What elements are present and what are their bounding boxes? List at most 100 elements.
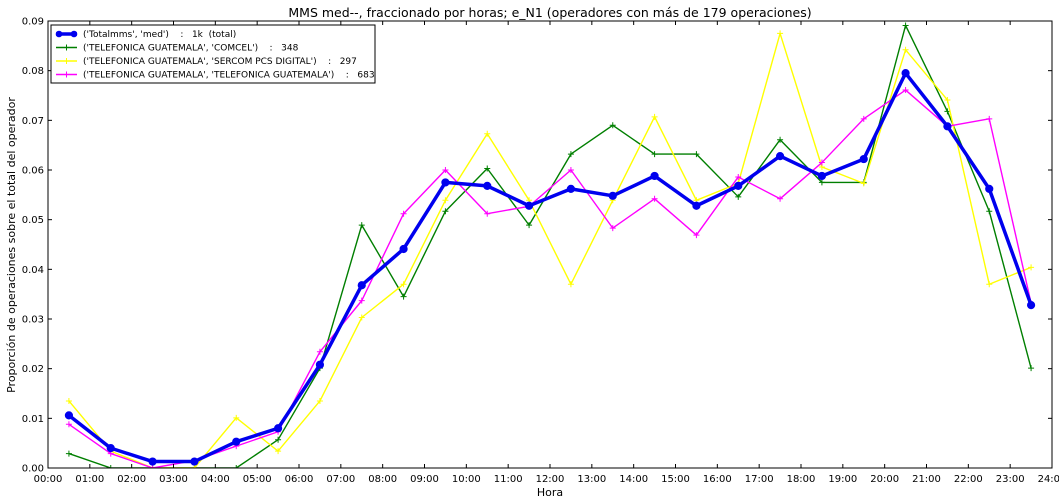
x-tick-label: 18:00 xyxy=(787,474,816,485)
data-point xyxy=(943,122,952,131)
series-2 xyxy=(65,30,1035,468)
data-point xyxy=(64,411,74,420)
legend-label: ('TELEFONICA GUATEMALA', 'TELEFONICA GUA… xyxy=(83,71,375,81)
series-line xyxy=(68,89,1032,468)
data-point xyxy=(902,46,909,53)
x-tick-label: 20:00 xyxy=(870,474,899,485)
data-point xyxy=(986,115,993,122)
x-tick-label: 21:00 xyxy=(912,474,941,485)
data-point xyxy=(358,297,365,304)
data-point xyxy=(567,167,574,173)
x-tick-label: 13:00 xyxy=(577,474,606,485)
data-point xyxy=(442,167,449,173)
data-point xyxy=(693,151,700,158)
data-point xyxy=(316,397,323,404)
data-point xyxy=(566,184,576,193)
x-tick-label: 10:00 xyxy=(452,474,481,485)
x-tick-label: 03:00 xyxy=(159,474,188,485)
data-point xyxy=(902,22,909,29)
series-3 xyxy=(65,87,1035,468)
data-point xyxy=(149,465,156,468)
data-point xyxy=(441,178,450,187)
y-tick-label: 0.02 xyxy=(22,364,44,375)
y-axis-title: Proporción de operaciones sobre el total… xyxy=(5,97,18,393)
legend-item: ('TELEFONICA GUATEMALA', 'TELEFONICA GUA… xyxy=(56,71,375,81)
series-1 xyxy=(65,22,1035,468)
data-point xyxy=(273,424,283,433)
y-tick-label: 0.04 xyxy=(22,265,44,276)
data-point xyxy=(65,421,72,428)
legend-box xyxy=(50,24,376,84)
y-tick-label: 0.00 xyxy=(22,464,44,475)
x-tick-label: 06:00 xyxy=(285,474,314,485)
data-point xyxy=(651,195,658,202)
x-tick-label: 24:00 xyxy=(1038,474,1059,485)
data-point xyxy=(986,208,993,215)
x-tick-label: 22:00 xyxy=(954,474,983,485)
y-tick-label: 0.06 xyxy=(22,166,44,177)
data-point xyxy=(609,225,616,232)
y-tick-label: 0.03 xyxy=(22,315,44,326)
data-point xyxy=(734,181,743,190)
data-point xyxy=(65,397,72,404)
data-point xyxy=(484,210,491,217)
legend-label: ('Totalmms', 'med') : 1k (total) xyxy=(83,30,236,40)
data-point xyxy=(567,281,574,288)
data-point xyxy=(818,159,825,166)
x-tick-label: 14:00 xyxy=(619,474,648,485)
data-point xyxy=(442,197,449,204)
data-point xyxy=(190,457,199,466)
data-point xyxy=(358,314,365,321)
legend-marker xyxy=(63,44,70,51)
data-point xyxy=(777,136,784,143)
data-point xyxy=(1028,365,1035,372)
plot-frame xyxy=(47,20,1053,469)
data-point xyxy=(986,281,993,288)
y-tick-label: 0.01 xyxy=(22,414,44,425)
data-point xyxy=(859,154,868,164)
data-point xyxy=(1028,264,1035,271)
legend-item: ('Totalmms', 'med') : 1k (total) xyxy=(55,30,236,40)
data-point xyxy=(148,457,157,466)
x-tick-label: 09:00 xyxy=(410,474,439,485)
data-point xyxy=(316,348,323,355)
x-axis-title: Hora xyxy=(537,486,563,499)
data-point xyxy=(524,201,534,210)
data-point xyxy=(1026,300,1036,310)
data-point xyxy=(609,122,616,129)
y-axis: 0.00 0.01 0.02 0.03 0.04 0.05 0.06 0.07 0.08 0.09 xyxy=(22,17,1052,475)
x-axis: 00:00 01:00 02:00 03:00 04:00 05:00 06:00 07:00… xyxy=(34,21,1059,485)
x-tick-label: 11:00 xyxy=(494,474,523,485)
legend-marker xyxy=(63,71,70,78)
legend-marker xyxy=(70,30,78,38)
x-tick-label: 23:00 xyxy=(996,474,1025,485)
legend-marker xyxy=(63,58,70,64)
data-point xyxy=(650,171,659,181)
data-point xyxy=(735,193,742,200)
data-point xyxy=(860,180,867,187)
x-tick-label: 04:00 xyxy=(201,474,230,485)
x-tick-label: 15:00 xyxy=(661,474,690,485)
data-point xyxy=(358,222,365,229)
data-point xyxy=(400,210,407,217)
legend-label: ('TELEFONICA GUATEMALA', 'COMCEL') : 348 xyxy=(83,44,299,54)
y-tick-label: 0.07 xyxy=(22,116,44,127)
data-point xyxy=(860,115,867,122)
x-tick-label: 16:00 xyxy=(703,474,732,485)
x-tick-label: 02:00 xyxy=(117,474,146,485)
data-point xyxy=(777,195,784,202)
data-point xyxy=(985,184,994,193)
data-point xyxy=(608,191,617,200)
data-point xyxy=(777,30,784,37)
y-tick-label: 0.05 xyxy=(22,215,44,226)
data-point xyxy=(357,281,366,290)
legend-label: ('TELEFONICA GUATEMALA', 'SERCOM PCS DIG… xyxy=(83,57,357,67)
data-point xyxy=(233,414,240,421)
series-layer xyxy=(64,22,1036,468)
legend-item: ('TELEFONICA GUATEMALA', 'COMCEL') : 348 xyxy=(56,44,299,54)
data-point xyxy=(191,465,198,468)
series-line xyxy=(67,71,1033,464)
legend-item: ('TELEFONICA GUATEMALA', 'SERCOM PCS DIG… xyxy=(56,57,357,67)
data-point xyxy=(484,130,491,137)
data-point xyxy=(692,201,701,210)
